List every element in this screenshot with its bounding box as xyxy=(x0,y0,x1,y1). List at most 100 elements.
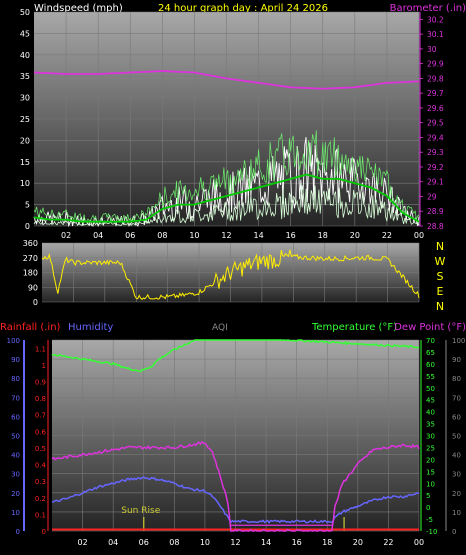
rainfall-axis-title: Rainfall (.in) xyxy=(0,322,61,333)
y-tick-label: 25 xyxy=(20,115,30,124)
aqi-tick-label: 20 xyxy=(452,490,461,498)
humidity-tick-label: 20 xyxy=(11,490,20,498)
barometer-tick-label: 29.2 xyxy=(427,163,444,172)
x-tick-label: 18 xyxy=(318,231,328,240)
y-tick-label: 30 xyxy=(20,94,30,103)
rainfall-tick-label: 0.2 xyxy=(35,495,46,503)
aqi-tick-label: 60 xyxy=(452,413,461,421)
barometer-tick-label: 29.7 xyxy=(427,89,444,98)
humidity-tick-label: 30 xyxy=(11,471,20,479)
barometer-tick-label: 29.4 xyxy=(427,133,444,142)
x-tick-label: 08 xyxy=(157,231,167,240)
temperature-tick-label: 5 xyxy=(426,492,430,500)
barometer-tick-label: 29.9 xyxy=(427,60,444,69)
rainfall-tick-label: 0 xyxy=(42,528,46,536)
barometer-tick-label: 29.3 xyxy=(427,148,444,157)
y-tick-label: 180 xyxy=(23,269,38,278)
temperature-tick-label: 55 xyxy=(426,373,435,381)
temperature-tick-label: 30 xyxy=(426,433,435,441)
temperature-tick-label: 35 xyxy=(426,421,435,429)
barometer-tick-label: 30 xyxy=(427,45,437,54)
y-tick-label: 0 xyxy=(33,298,38,307)
direction-panel-series xyxy=(41,249,420,301)
x-tick-label: 10 xyxy=(189,231,199,240)
x-tick-label: 22 xyxy=(383,538,393,547)
barometer-tick-label: 30.2 xyxy=(427,15,444,24)
compass-label: N xyxy=(436,240,444,253)
barometer-tick-label: 29.8 xyxy=(427,74,444,83)
temperature-tick-label: 25 xyxy=(426,444,435,452)
x-tick-label: 14 xyxy=(253,231,263,240)
barometer-tick-label: 30.1 xyxy=(427,30,444,39)
temperature-tick-label: 20 xyxy=(426,456,435,464)
x-tick-label: 12 xyxy=(230,538,240,547)
chart-title: 24 hour graph day : April 24 2026 xyxy=(158,3,328,14)
rainfall-tick-label: 0.6 xyxy=(35,428,47,436)
humidity-panel-grid xyxy=(52,339,420,532)
aqi-tick-label: 0 xyxy=(452,528,456,536)
aqi-tick-label: 90 xyxy=(452,356,461,364)
temperature-tick-label: 10 xyxy=(426,480,435,488)
humidity-tick-label: 50 xyxy=(11,433,20,441)
aqi-tick-label: 100 xyxy=(452,337,465,345)
temperature-tick-label: -10 xyxy=(426,528,437,536)
rainfall-tick-label: 0.9 xyxy=(35,379,46,387)
x-tick-label: 22 xyxy=(382,231,392,240)
aqi-tick-label: 50 xyxy=(452,433,461,441)
x-tick-label: 16 xyxy=(292,538,302,547)
x-tick-label: 14 xyxy=(261,538,271,547)
barometer-tick-label: 29 xyxy=(427,192,437,201)
temperature-tick-label: 50 xyxy=(426,385,435,393)
y-tick-label: 40 xyxy=(20,51,30,60)
wind-panel-axes: 0 5 10 15 20 25 30 35 40 45 50 02 04 06 08 10 12 14 16 18 20… xyxy=(20,8,444,240)
temperature-tick-label: 65 xyxy=(426,349,435,357)
rainfall-tick-label: 0.5 xyxy=(35,445,46,453)
aqi-tick-label: 10 xyxy=(452,509,461,517)
y-tick-label: 50 xyxy=(20,8,30,17)
x-tick-label: 20 xyxy=(353,538,363,547)
wind-panel-series xyxy=(33,70,420,228)
aqi-tick-label: 30 xyxy=(452,471,461,479)
x-tick-label: 04 xyxy=(108,538,118,547)
y-tick-label: 35 xyxy=(20,72,30,81)
x-tick-label: 02 xyxy=(77,538,87,547)
temperature-tick-label: 15 xyxy=(426,468,435,476)
rainfall-tick-label: 1.1 xyxy=(35,345,46,353)
windspeed-axis-title: Windspeed (mph) xyxy=(34,3,123,14)
x-tick-label: 12 xyxy=(221,231,231,240)
humidity-series-line xyxy=(51,476,420,524)
humidity-tick-label: 70 xyxy=(11,394,20,402)
barometer-tick-label: 29.6 xyxy=(427,104,444,113)
y-tick-label: 270 xyxy=(23,254,38,263)
y-tick-label: 20 xyxy=(20,136,30,145)
x-tick-label: 06 xyxy=(139,538,149,547)
y-tick-label: 45 xyxy=(20,29,30,38)
y-tick-label: 15 xyxy=(20,158,30,167)
humidity-tick-label: 10 xyxy=(11,509,20,517)
wind-panel-grid xyxy=(34,11,420,227)
y-tick-label: 5 xyxy=(25,201,30,210)
x-tick-label: 08 xyxy=(169,538,179,547)
aqi-tick-label: 70 xyxy=(452,394,461,402)
barometer-tick-label: 28.8 xyxy=(427,222,444,231)
humidity-tick-label: 90 xyxy=(11,356,20,364)
temperature-tick-label: 45 xyxy=(426,397,435,405)
x-tick-label: 00 xyxy=(414,538,424,547)
humidity-tick-label: 0 xyxy=(16,528,20,536)
sunrise-label: Sun Rise xyxy=(121,506,160,516)
compass-label: E xyxy=(437,285,444,298)
windspeed-series-line xyxy=(33,137,420,228)
temperature-axis-title: Temperature (°F) xyxy=(311,322,397,333)
compass-label: N xyxy=(436,300,444,313)
temperature-series-line xyxy=(51,339,420,373)
humidity-panel-series: Sun Rise xyxy=(51,339,420,532)
x-tick-label: 20 xyxy=(350,231,360,240)
dewpoint-axis-title: Dew Point (°F) xyxy=(394,322,466,333)
rainfall-tick-label: 0.4 xyxy=(35,462,47,470)
rainfall-tick-label: 0.8 xyxy=(35,395,46,403)
y-tick-label: 90 xyxy=(28,283,38,292)
aqi-tick-label: 40 xyxy=(452,452,461,460)
